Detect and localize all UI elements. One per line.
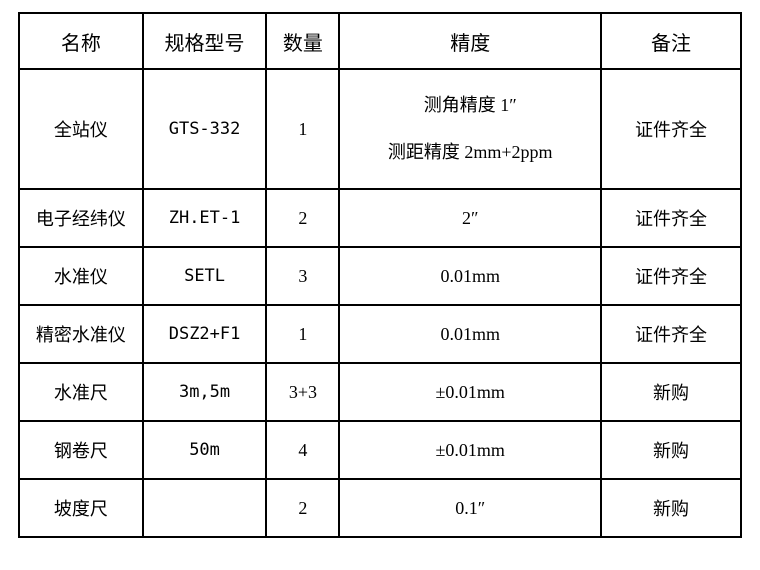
table-row: 水准仪 SETL 3 0.01mm 证件齐全 xyxy=(19,247,741,305)
cell-prec: 2″ xyxy=(339,189,601,247)
table-header-row: 名称 规格型号 数量 精度 备注 xyxy=(19,13,741,69)
cell-prec: 0.01mm xyxy=(339,305,601,363)
col-header-note: 备注 xyxy=(601,13,741,69)
table-row: 水准尺 3m,5m 3+3 ±0.01mm 新购 xyxy=(19,363,741,421)
cell-note: 证件齐全 xyxy=(601,247,741,305)
cell-note: 新购 xyxy=(601,479,741,537)
table-row: 电子经纬仪 ZH.ET-1 2 2″ 证件齐全 xyxy=(19,189,741,247)
cell-qty: 3+3 xyxy=(266,363,339,421)
cell-prec: ±0.01mm xyxy=(339,421,601,479)
table-row: 钢卷尺 50m 4 ±0.01mm 新购 xyxy=(19,421,741,479)
cell-name: 坡度尺 xyxy=(19,479,143,537)
cell-model xyxy=(143,479,267,537)
cell-name: 水准尺 xyxy=(19,363,143,421)
cell-model: SETL xyxy=(143,247,267,305)
col-header-prec: 精度 xyxy=(339,13,601,69)
cell-name: 电子经纬仪 xyxy=(19,189,143,247)
cell-name: 钢卷尺 xyxy=(19,421,143,479)
cell-note: 新购 xyxy=(601,363,741,421)
cell-note: 证件齐全 xyxy=(601,69,741,189)
cell-prec: 测角精度 1″ 测距精度 2mm+2ppm xyxy=(339,69,601,189)
table-body: 全站仪 GTS-332 1 测角精度 1″ 测距精度 2mm+2ppm 证件齐全… xyxy=(19,69,741,537)
cell-model: ZH.ET-1 xyxy=(143,189,267,247)
table-row: 精密水准仪 DSZ2+F1 1 0.01mm 证件齐全 xyxy=(19,305,741,363)
cell-name: 水准仪 xyxy=(19,247,143,305)
cell-model: GTS-332 xyxy=(143,69,267,189)
cell-model: 3m,5m xyxy=(143,363,267,421)
cell-name: 精密水准仪 xyxy=(19,305,143,363)
cell-qty: 1 xyxy=(266,305,339,363)
equipment-table: 名称 规格型号 数量 精度 备注 全站仪 GTS-332 1 测角精度 1″ 测… xyxy=(18,12,742,538)
cell-qty: 4 xyxy=(266,421,339,479)
cell-qty: 1 xyxy=(266,69,339,189)
cell-qty: 2 xyxy=(266,479,339,537)
cell-name: 全站仪 xyxy=(19,69,143,189)
cell-note: 新购 xyxy=(601,421,741,479)
cell-model: 50m xyxy=(143,421,267,479)
table-row: 坡度尺 2 0.1″ 新购 xyxy=(19,479,741,537)
cell-prec: 0.1″ xyxy=(339,479,601,537)
col-header-model: 规格型号 xyxy=(143,13,267,69)
cell-qty: 2 xyxy=(266,189,339,247)
cell-model: DSZ2+F1 xyxy=(143,305,267,363)
cell-note: 证件齐全 xyxy=(601,189,741,247)
table-row: 全站仪 GTS-332 1 测角精度 1″ 测距精度 2mm+2ppm 证件齐全 xyxy=(19,69,741,189)
col-header-name: 名称 xyxy=(19,13,143,69)
cell-prec: ±0.01mm xyxy=(339,363,601,421)
cell-note: 证件齐全 xyxy=(601,305,741,363)
col-header-qty: 数量 xyxy=(266,13,339,69)
cell-prec: 0.01mm xyxy=(339,247,601,305)
cell-qty: 3 xyxy=(266,247,339,305)
